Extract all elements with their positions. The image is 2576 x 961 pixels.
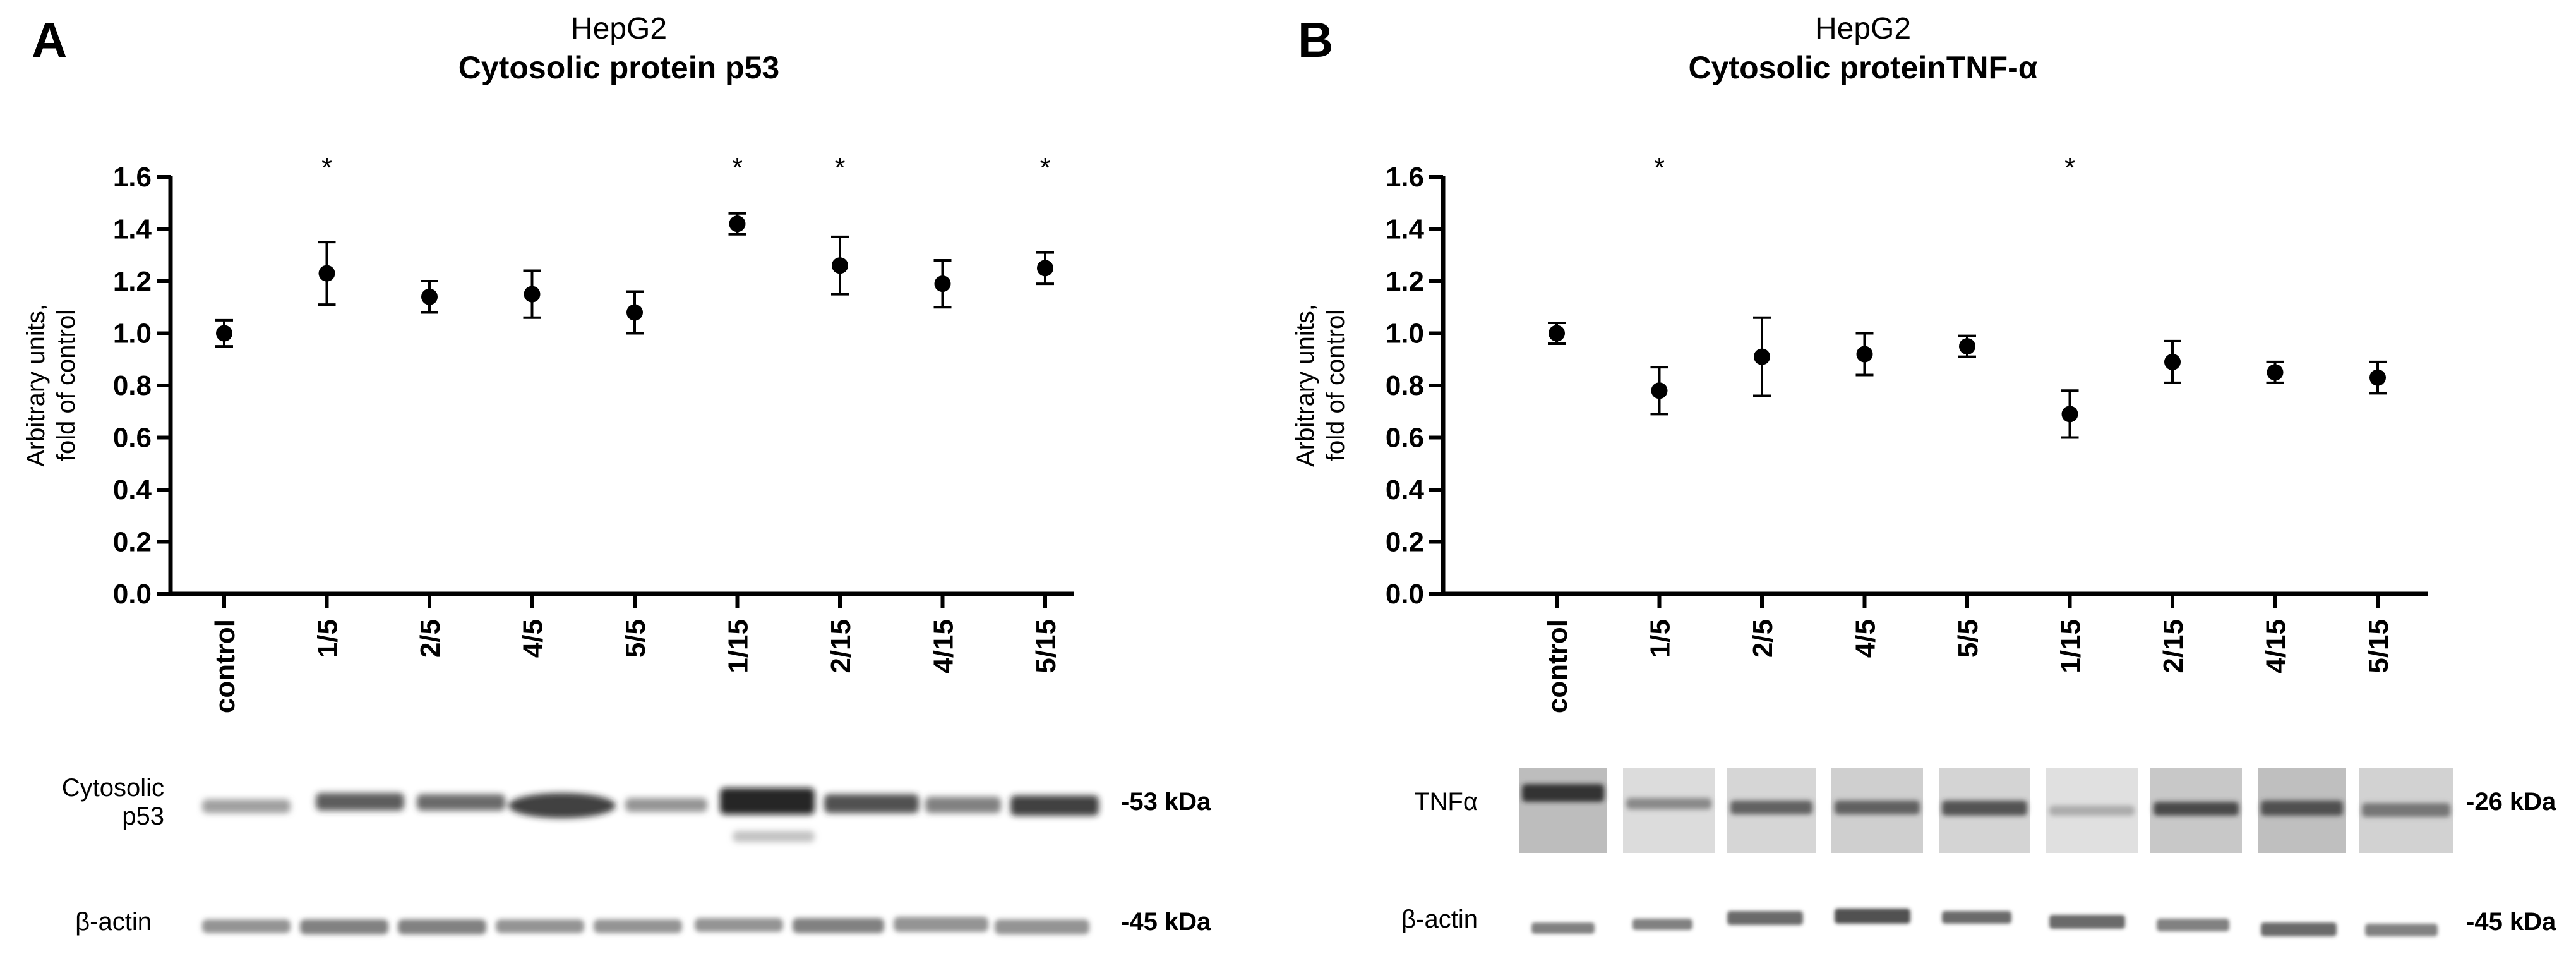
data-point xyxy=(1856,346,1873,363)
significance-marker: * xyxy=(2064,152,2075,183)
x-tick-label: 1/15 xyxy=(2056,619,2087,674)
chart-title-line1: HepG2 xyxy=(570,12,668,45)
data-point xyxy=(2267,364,2284,381)
data-point xyxy=(421,288,438,305)
y-tick-label: 1.4 xyxy=(113,214,152,245)
y-tick-label: 0.2 xyxy=(113,527,152,558)
x-tick-label: control xyxy=(1542,619,1573,713)
x-tick-label: 2/5 xyxy=(415,619,446,658)
y-tick-label: 1.4 xyxy=(1386,214,1425,245)
x-tick-label: 4/5 xyxy=(518,619,549,658)
panel-a: A HepG2 Cytosolic protein p53 Arbitrary … xyxy=(13,12,1211,936)
western-blot-actin xyxy=(1531,909,2438,936)
x-tick-label: 5/5 xyxy=(620,619,651,658)
x-tick-label: 5/5 xyxy=(1953,619,1984,658)
blot-kda-actin: -45 kDa xyxy=(1121,908,1211,936)
data-point xyxy=(1754,348,1770,365)
blot-label-line1: TNFα xyxy=(1414,788,1478,816)
x-tick-label: control xyxy=(210,619,241,713)
y-tick-label: 1.0 xyxy=(1386,318,1424,349)
panel-b: B HepG2 Cytosolic proteinTNF-α Arbitrary… xyxy=(1288,0,2576,961)
western-blot-target xyxy=(1519,768,2453,853)
data-point xyxy=(1549,325,1565,342)
x-tick-label: 5/15 xyxy=(2363,619,2394,674)
x-tick-label: 1/5 xyxy=(1645,619,1676,658)
y-tick-label: 0.6 xyxy=(113,423,152,454)
y-axis-label-line2: fold of control xyxy=(1322,310,1350,461)
x-tick-label: 4/15 xyxy=(2261,619,2292,674)
y-tick-label: 0.4 xyxy=(1386,474,1425,505)
y-tick-label: 0.0 xyxy=(1386,579,1424,610)
y-tick-label: 0.0 xyxy=(113,579,152,610)
y-axis-label-line1: Arbitrary units, xyxy=(1291,304,1319,467)
x-tick-label: 2/15 xyxy=(2158,619,2189,674)
y-tick-label: 0.8 xyxy=(1386,370,1424,401)
y-tick-label: 0.4 xyxy=(113,474,152,505)
y-tick-label: 0.2 xyxy=(1386,527,1424,558)
scatter-plot: Arbitrary units, fold of control 0.0 0.2 0.4… xyxy=(22,152,1074,713)
x-tick-label: 2/15 xyxy=(825,619,856,674)
chart-title-line1: HepG2 xyxy=(1814,12,1912,45)
x-tick-label: 1/5 xyxy=(313,619,344,658)
y-tick-label: 1.2 xyxy=(113,266,152,297)
western-blot-actin xyxy=(202,917,1089,934)
x-tick-label: 5/15 xyxy=(1031,619,1062,674)
data-point xyxy=(524,286,541,303)
significance-marker: * xyxy=(321,152,332,183)
data-point xyxy=(626,304,643,321)
y-tick-label: 1.6 xyxy=(113,162,152,193)
blot-label-target: Cytosolic p53 xyxy=(13,774,164,831)
blot-label-line1: Cytosolic xyxy=(61,774,164,802)
data-point xyxy=(216,325,232,342)
blot-label-actin: β-actin xyxy=(1288,905,1478,934)
y-tick-label: 1.6 xyxy=(1386,162,1424,193)
scatter-plot: Arbitrary units, fold of control 0.0 0.2 0.4… xyxy=(1291,152,2428,713)
data-point xyxy=(1037,260,1053,277)
y-tick-label: 0.6 xyxy=(1386,423,1424,454)
significance-marker: * xyxy=(732,152,743,183)
western-blot-target xyxy=(202,788,1099,842)
x-tick-label: 2/5 xyxy=(1747,619,1778,658)
data-point xyxy=(729,215,746,233)
blot-label-line1: β-actin xyxy=(1401,905,1478,933)
data-point xyxy=(934,275,951,293)
data-point xyxy=(2164,353,2181,370)
data-point xyxy=(1959,338,1975,355)
panel-label: A xyxy=(32,12,68,68)
y-axis-label-line2: fold of control xyxy=(52,310,80,461)
y-axis-label: Arbitrary units, fold of control xyxy=(22,304,80,467)
significance-marker: * xyxy=(834,152,845,183)
y-axis-label-line1: Arbitrary units, xyxy=(22,304,50,467)
blot-label-line2: p53 xyxy=(122,802,164,830)
blot-kda-target: -26 kDa xyxy=(2466,788,2556,816)
data-point xyxy=(2369,369,2386,386)
data-point xyxy=(1651,382,1668,399)
significance-marker: * xyxy=(1039,152,1050,183)
data-point xyxy=(832,257,848,274)
blot-label-line1: β-actin xyxy=(75,908,152,936)
significance-marker: * xyxy=(1654,152,1665,183)
data-point xyxy=(2061,406,2078,423)
y-tick-label: 1.0 xyxy=(113,318,152,349)
data-point xyxy=(318,265,335,282)
y-tick-label: 1.2 xyxy=(1386,266,1424,297)
x-tick-label: 4/15 xyxy=(928,619,959,674)
y-tick-label: 0.8 xyxy=(113,370,152,401)
chart-title-line2: Cytosolic proteinTNF-α xyxy=(1688,50,2038,85)
blot-label-target: TNFα xyxy=(1288,788,1478,816)
panel-label: B xyxy=(1298,12,1334,68)
y-axis-label: Arbitrary units, fold of control xyxy=(1291,304,1350,467)
x-tick-label: 1/15 xyxy=(723,619,754,674)
blot-kda-actin: -45 kDa xyxy=(2466,908,2556,936)
blot-label-actin: β-actin xyxy=(13,908,152,936)
chart-title-line2: Cytosolic protein p53 xyxy=(458,50,780,85)
blot-kda-target: -53 kDa xyxy=(1121,788,1211,816)
x-tick-label: 4/5 xyxy=(1850,619,1881,658)
